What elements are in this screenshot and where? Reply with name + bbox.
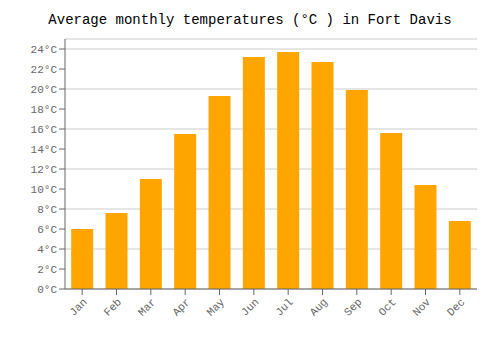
svg-text:Dec: Dec xyxy=(445,296,467,318)
svg-text:16°C: 16°C xyxy=(31,124,58,136)
svg-text:6°C: 6°C xyxy=(37,224,57,236)
svg-text:0°C: 0°C xyxy=(37,284,57,296)
svg-text:22°C: 22°C xyxy=(31,64,58,76)
svg-text:May: May xyxy=(205,296,228,319)
svg-text:2°C: 2°C xyxy=(37,264,57,276)
svg-text:Nov: Nov xyxy=(411,296,434,319)
svg-text:Sep: Sep xyxy=(342,296,364,318)
svg-text:18°C: 18°C xyxy=(31,104,58,116)
svg-text:Jan: Jan xyxy=(67,296,89,318)
svg-text:Oct: Oct xyxy=(376,296,398,318)
svg-text:8°C: 8°C xyxy=(37,204,57,216)
svg-text:20°C: 20°C xyxy=(31,84,58,96)
svg-text:Apr: Apr xyxy=(170,296,192,318)
svg-text:14°C: 14°C xyxy=(31,144,58,156)
svg-text:24°C: 24°C xyxy=(31,44,58,56)
svg-text:Mar: Mar xyxy=(136,296,158,318)
svg-text:4°C: 4°C xyxy=(37,244,57,256)
svg-text:Jul: Jul xyxy=(273,296,295,318)
html-text:Average monthly temperatures (: Average monthly temperatures (°C ) in Fo… xyxy=(48,12,452,28)
svg-text:Aug: Aug xyxy=(308,296,330,318)
svg-text:Jun: Jun xyxy=(239,296,261,318)
svg-text:Feb: Feb xyxy=(102,296,124,318)
svg-text:12°C: 12°C xyxy=(31,164,58,176)
svg-text:10°C: 10°C xyxy=(31,184,58,196)
